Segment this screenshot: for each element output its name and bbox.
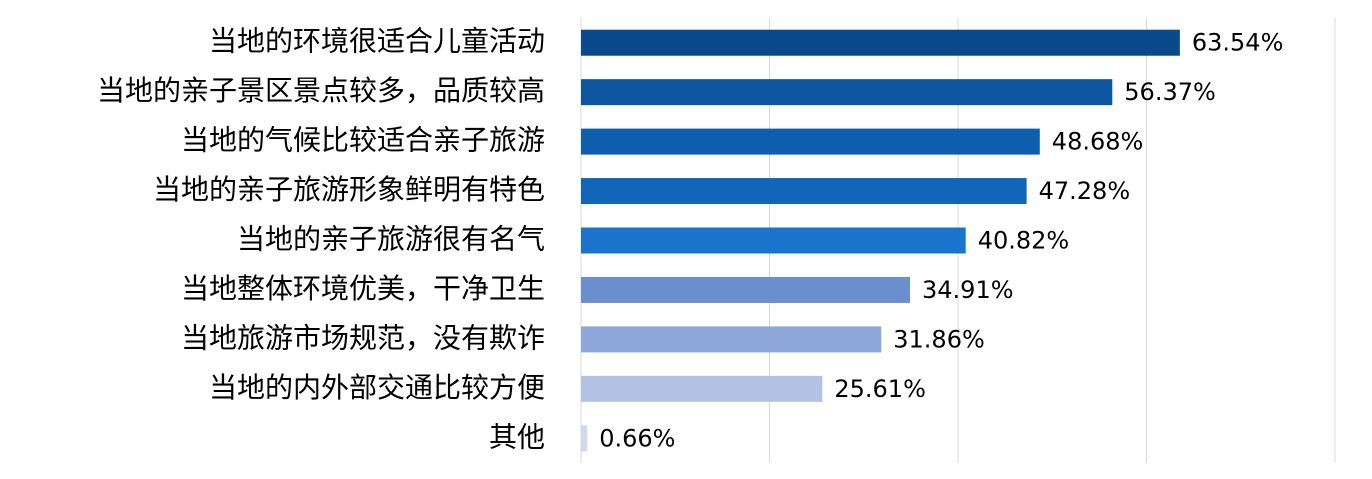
- bar: [581, 128, 1040, 155]
- bar: [581, 425, 588, 452]
- category-label: 当地的亲子旅游很有名气: [237, 223, 545, 256]
- bar: [581, 326, 882, 353]
- value-label: 31.86%: [893, 325, 985, 353]
- bar: [581, 276, 911, 303]
- value-label: 25.61%: [834, 375, 926, 403]
- bar: [581, 375, 823, 402]
- value-label: 63.54%: [1192, 29, 1284, 57]
- category-label: 其他: [489, 420, 545, 453]
- value-label: 40.82%: [978, 227, 1070, 255]
- value-label: 0.66%: [599, 424, 675, 452]
- category-label: 当地的环境很适合儿童活动: [209, 25, 545, 58]
- category-label: 当地的内外部交通比较方便: [209, 371, 545, 404]
- value-label: 47.28%: [1039, 177, 1131, 205]
- bar: [581, 79, 1113, 106]
- value-label: 56.37%: [1124, 78, 1216, 106]
- value-label: 48.68%: [1052, 128, 1144, 156]
- bar: [581, 178, 1027, 205]
- bar: [581, 227, 966, 254]
- category-label: 当地的亲子景区景点较多，品质较高: [97, 74, 545, 107]
- bar: [581, 29, 1180, 56]
- category-label: 当地的亲子旅游形象鲜明有特色: [153, 173, 545, 206]
- category-label: 当地的气候比较适合亲子旅游: [181, 124, 545, 157]
- value-label: 34.91%: [922, 276, 1014, 304]
- category-label: 当地整体环境优美，干净卫生: [181, 272, 545, 305]
- category-label: 当地旅游市场规范，没有欺诈: [181, 321, 545, 354]
